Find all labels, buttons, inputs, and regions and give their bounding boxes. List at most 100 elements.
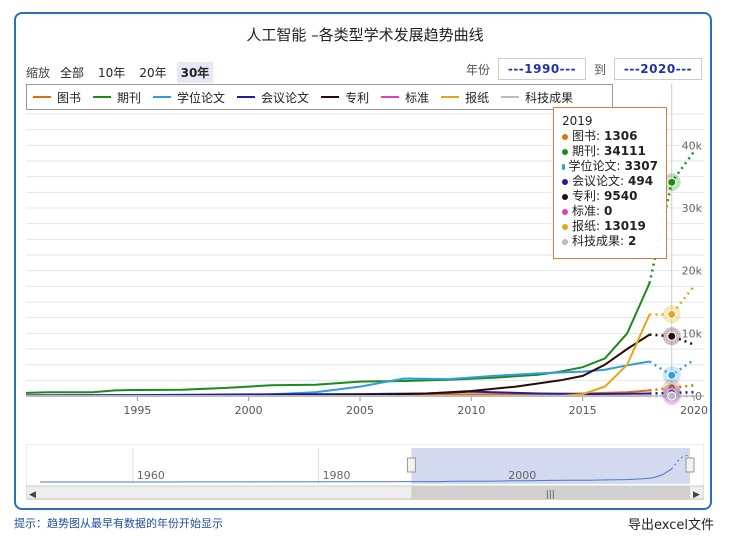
tooltip-dot (562, 163, 565, 170)
zoom-10y-button[interactable]: 10年 (98, 66, 126, 80)
series-line (26, 333, 651, 397)
tooltip-value: 34111 (604, 144, 646, 158)
legend-label: 报纸 (465, 90, 490, 105)
x-tick-label: 2010 (457, 404, 485, 417)
series-forecast-line (649, 390, 695, 395)
navigator-handle[interactable] (685, 457, 695, 473)
tooltip-row: 学位论文: 3307 (562, 159, 658, 174)
tooltip-row: 标准: 0 (562, 204, 658, 219)
y-tick-label: 30k (682, 202, 703, 215)
tooltip-dot (562, 178, 568, 185)
tooltip-row: 科技成果: 2 (562, 234, 658, 249)
legend-item[interactable]: 期刊 (93, 89, 141, 106)
x-tick-label: 2005 (346, 404, 374, 417)
navigator-tick-label: 1960 (137, 469, 165, 482)
legend-swatch (501, 96, 520, 98)
tooltip-year: 2019 (562, 114, 593, 128)
year-to-label: 到 (593, 62, 606, 77)
year-from-input[interactable]: ---1990--- (497, 58, 586, 80)
data-tooltip: 2019 图书: 1306 期刊: 34111 学位论文: 3307 会议论文: 49… (553, 107, 667, 259)
legend-item[interactable]: 图书 (33, 89, 81, 106)
legend-item[interactable]: 科技成果 (501, 89, 573, 106)
tooltip-value: 9540 (604, 189, 638, 203)
tooltip-series-name: 图书: (572, 129, 601, 143)
tooltip-dot (562, 148, 568, 155)
tooltip-dot (562, 238, 568, 245)
series-forecast-line (649, 285, 695, 316)
tooltip-row: 期刊: 34111 (562, 144, 658, 159)
chart-title: 人工智能 –各类型学术发展趋势曲线 (246, 26, 484, 44)
series-forecast-line (649, 333, 695, 346)
scroll-left-arrow[interactable]: ◀ (29, 490, 36, 500)
x-tick-label: 2015 (569, 404, 597, 417)
legend-label: 学位论文 (177, 90, 226, 105)
legend-swatch (381, 96, 400, 98)
tooltip-dot (562, 133, 568, 140)
navigator-tick-label: 1980 (323, 469, 351, 482)
legend-label: 期刊 (117, 90, 142, 105)
legend-item[interactable]: 标准 (381, 89, 429, 106)
year-to-input[interactable]: ---2020--- (614, 58, 702, 80)
hover-marker (667, 391, 677, 401)
tooltip-series-name: 期刊: (572, 144, 601, 158)
scrollbar-grip: ||| (546, 490, 555, 500)
line-chart: 0 10k 20k 30k 40k 1995 2000 2005 2010 2015 2020 (25, 84, 708, 417)
tooltip-row: 会议论文: 494 (562, 174, 658, 189)
tooltip-series-name: 专利: (572, 189, 601, 203)
series-line (25, 282, 651, 394)
zoom-label: 缩放 (26, 66, 51, 80)
range-navigator[interactable]: 1960 1980 2000 ◀ ▶ ||| (26, 444, 704, 500)
tooltip-series-name: 会议论文: (572, 174, 625, 188)
tooltip-series-name: 科技成果: (572, 234, 625, 248)
y-tick-label: 20k (682, 265, 703, 278)
year-from-label: 年份 (465, 62, 490, 77)
tooltip-dot (562, 208, 568, 215)
legend-item[interactable]: 学位论文 (153, 89, 225, 106)
chart-legend: 图书 期刊 学位论文 会议论文 专利 标准 报纸 科技成果 (26, 84, 613, 110)
legend-item[interactable]: 报纸 (441, 89, 489, 106)
zoom-controls: 缩放 全部 10年 20年 30年 (26, 62, 214, 83)
series-forecast-line (649, 384, 695, 392)
legend-label: 专利 (345, 90, 370, 105)
chart-panel: 人工智能 –各类型学术发展趋势曲线 缩放 全部 10年 20年 30年 年份 -… (14, 12, 712, 510)
legend-label: 标准 (405, 90, 430, 105)
x-tick-label: 1995 (123, 404, 151, 417)
scrollbar-thumb[interactable] (411, 486, 690, 499)
zoom-20y-button[interactable]: 20年 (139, 66, 167, 80)
scroll-right-arrow[interactable]: ▶ (693, 490, 700, 500)
year-range: 年份 ---1990--- 到 ---2020--- (466, 58, 702, 80)
legend-item[interactable]: 专利 (321, 89, 369, 106)
hover-marker (667, 177, 677, 187)
hint-text: 提示：趋势图从最早有数据的年份开始显示 (14, 517, 223, 530)
y-tick-label: 10k (682, 327, 703, 340)
x-tick-label: 2000 (235, 404, 263, 417)
navigator-tick-label: 2000 (508, 469, 536, 482)
legend-swatch (237, 96, 256, 98)
tooltip-dot (562, 193, 568, 200)
tooltip-row: 图书: 1306 (562, 129, 658, 144)
tooltip-row: 报纸: 13019 (562, 219, 658, 234)
navigator-series-forecast (671, 453, 691, 470)
legend-swatch (33, 96, 51, 98)
tooltip-series-name: 学位论文: (568, 159, 621, 173)
x-tick-label: 2020 (680, 404, 708, 417)
export-excel-link[interactable]: 导出excel文件 (628, 518, 714, 533)
legend-label: 会议论文 (261, 90, 310, 105)
legend-swatch (153, 96, 172, 98)
tooltip-series-name: 报纸: (572, 219, 601, 233)
zoom-30y-button[interactable]: 30年 (176, 62, 214, 83)
legend-swatch (441, 96, 460, 98)
tooltip-value: 494 (628, 174, 654, 188)
legend-swatch (93, 96, 112, 98)
tooltip-value: 2 (628, 234, 637, 248)
legend-item[interactable]: 会议论文 (237, 89, 309, 106)
tooltip-dot (562, 223, 568, 230)
zoom-all-button[interactable]: 全部 (60, 66, 85, 80)
navigator-handle[interactable] (406, 457, 416, 473)
legend-label: 科技成果 (525, 90, 574, 105)
tooltip-value: 1306 (604, 129, 638, 143)
tooltip-row: 专利: 9540 (562, 189, 658, 204)
hover-marker (667, 309, 677, 319)
navigator-selection (411, 448, 690, 484)
tooltip-series-name: 标准: (572, 204, 601, 218)
